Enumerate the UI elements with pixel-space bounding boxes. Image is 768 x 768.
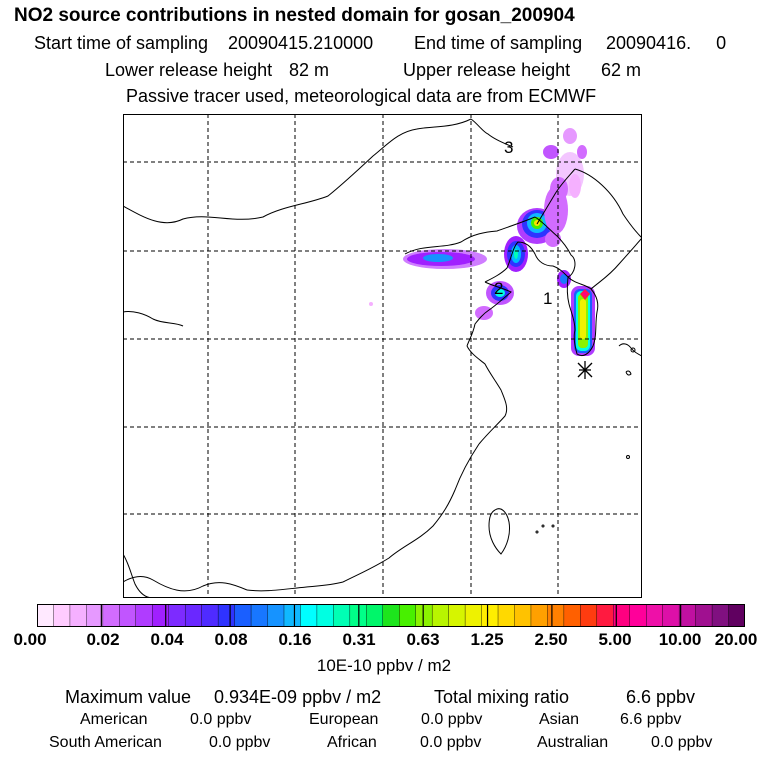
total-mixing-label: Total mixing ratio [434,687,570,707]
source-value-asian: 6.6 ppbv [620,711,682,728]
colorbar-cell [250,604,269,627]
colorbar-cell [547,604,565,627]
colorbar-cell [37,604,54,627]
colorbar-cell [333,604,351,627]
receptor-star-icon [577,361,593,379]
colorbar-cell [267,604,285,627]
colorbar-cell [530,604,548,627]
colorbar-cell [399,604,417,627]
colorbar-cell [695,604,713,627]
colorbar-cell [711,604,730,627]
colorbar-cell [497,604,515,627]
colorbar-cell [168,604,186,627]
colorbar-cell [184,604,203,627]
plume-korea [571,286,595,356]
marker-label-1: 1 [543,289,552,308]
colorbar-tick-0: 0.00 [13,630,47,649]
colorbar-units: 10E-10 ppbv / m2 [316,656,452,675]
source-value-south-american: 0.0 ppbv [209,734,271,751]
colorbar-cell [514,604,532,627]
colorbar-tick-9: 5.00 [598,630,632,649]
source-value-american: 0.0 ppbv [190,711,252,728]
colorbar-cell [464,604,483,627]
total-mixing-value: 6.6 ppbv [626,687,696,707]
map-panel: 1 2 3 [123,114,642,598]
start-time-label: Start time of sampling [34,33,209,53]
colorbar-tick-3: 0.08 [214,630,248,649]
colorbar-cell [316,604,334,627]
colorbar-tick-1: 0.02 [86,630,120,649]
colorbar-cell [580,604,598,627]
colorbar-cell [201,604,219,627]
colorbar-cell [86,604,104,627]
colorbar-tick-2: 0.04 [150,630,184,649]
lower-height-value: 82 m [289,60,330,80]
source-name-south-american: South American [49,734,162,751]
colorbar-cell [53,604,71,627]
plume-west [403,249,487,269]
source-name-asian: Asian [539,711,580,728]
end-time-value: 20090416. 0 [606,33,727,53]
end-time-label: End time of sampling [414,33,583,53]
colorbar-cell [563,604,581,627]
colorbar-cell [102,604,120,627]
colorbar-cell [415,604,433,627]
colorbar-tick-8: 2.50 [534,630,568,649]
upper-height-value: 62 m [601,60,642,80]
marker-label-2: 2 [494,279,503,298]
colorbar-cell [662,604,680,627]
source-name-american: American [80,711,148,728]
source-value-african: 0.0 ppbv [420,734,482,751]
colorbar-cell [448,604,466,627]
colorbar-cell [217,604,236,627]
colorbar-tick-6: 0.63 [406,630,440,649]
colorbar-cell [431,604,450,627]
source-value-australian: 0.0 ppbv [651,734,713,751]
colorbar-cell [119,604,137,627]
colorbar-cell [283,604,301,627]
colorbar-cell [728,604,745,627]
upper-height-label: Upper release height [403,60,571,80]
colorbar-tick-7: 1.25 [470,630,504,649]
source-name-african: African [327,734,377,751]
colorbar-cell [234,604,252,627]
plot-title: NO2 source contributions in nested domai… [14,5,575,26]
colorbar-cell [629,604,647,627]
colorbar-tick-11: 20.00 [714,630,758,649]
colorbar-cell [300,604,318,627]
lower-height-label: Lower release height [105,60,273,80]
colorbar-cell [366,604,384,627]
max-value-label: Maximum value [65,687,192,707]
colorbar-cell [152,604,170,627]
max-value: 0.934E-09 ppbv / m2 [214,687,382,707]
colorbar [37,604,745,627]
colorbar-cell [596,604,614,627]
coastlines [123,118,642,598]
marker-label-3: 3 [504,138,513,157]
colorbar-tick-10: 10.00 [658,630,702,649]
source-name-australian: Australian [537,734,609,751]
source-value-european: 0.0 ppbv [421,711,483,728]
source-name-european: European [309,711,379,728]
colorbar-cell [678,604,697,627]
grid [123,114,642,598]
colorbar-cell [69,604,87,627]
colorbar-tick-4: 0.16 [278,630,312,649]
colorbar-cell [135,604,153,627]
tracer-note: Passive tracer used, meteorological data… [126,86,597,106]
islands [535,347,636,534]
start-time-value: 20090415.210000 [228,33,374,53]
colorbar-cell [646,604,664,627]
map-frame [123,114,642,598]
colorbar-cell [382,604,400,627]
colorbar-cell [481,604,499,627]
colorbar-tick-5: 0.31 [342,630,376,649]
